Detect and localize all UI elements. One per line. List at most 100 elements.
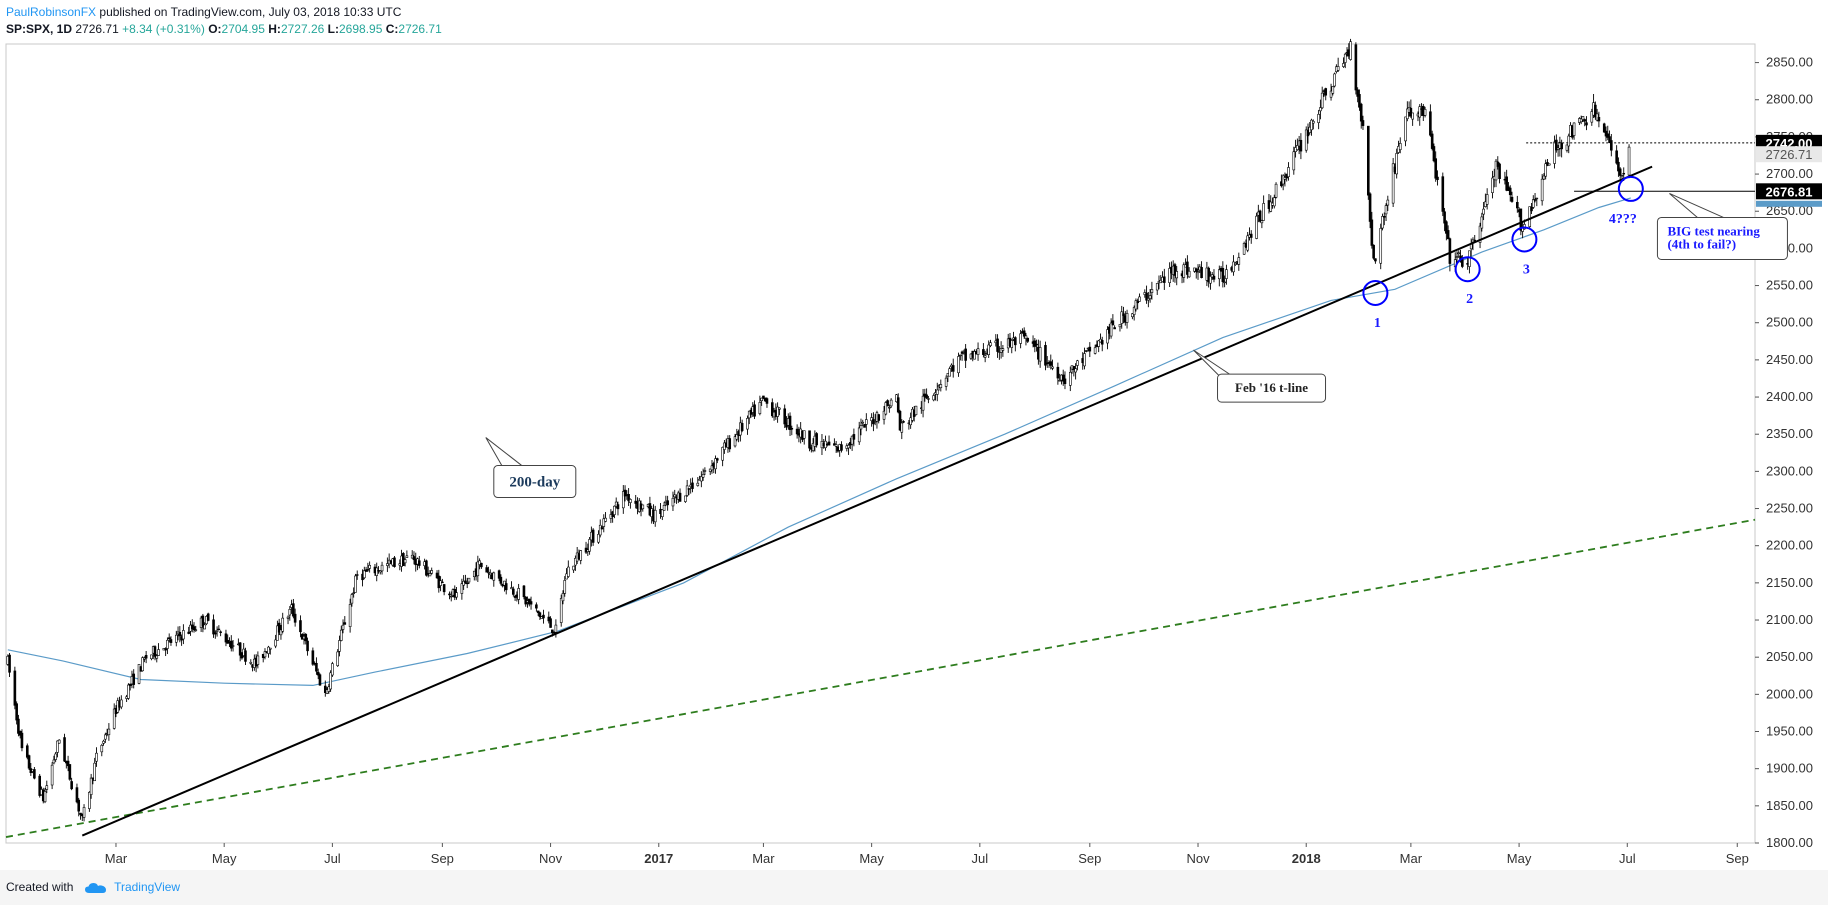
callout-pointer bbox=[485, 437, 523, 466]
candle-body bbox=[572, 565, 575, 571]
candle-body bbox=[1001, 348, 1005, 351]
candle-body bbox=[1136, 300, 1140, 304]
candle-body bbox=[435, 572, 439, 579]
candle-body bbox=[574, 558, 577, 566]
candle-body bbox=[1200, 267, 1203, 279]
ticker-symbol[interactable]: SP:SPX, 1D bbox=[6, 22, 73, 36]
x-tick-label: Sep bbox=[431, 851, 454, 866]
candle-body bbox=[733, 436, 737, 447]
candle-body bbox=[1122, 313, 1125, 317]
candle-body bbox=[1131, 313, 1134, 318]
candle-body bbox=[1299, 139, 1303, 152]
candle-body bbox=[1430, 133, 1434, 149]
candle-body bbox=[1051, 366, 1054, 369]
candle-body bbox=[476, 561, 480, 577]
candle-body bbox=[153, 646, 157, 657]
candle-body bbox=[412, 556, 416, 561]
x-tick-label: May bbox=[859, 851, 884, 866]
candle-body bbox=[1374, 258, 1377, 262]
candle-body bbox=[1572, 122, 1576, 136]
candle-body bbox=[765, 398, 769, 404]
candle-body bbox=[1242, 243, 1246, 255]
candle-body bbox=[430, 570, 434, 574]
callout-label: 200-day bbox=[509, 475, 560, 491]
candle-body bbox=[1320, 92, 1324, 109]
tradingview-link[interactable]: TradingView bbox=[114, 880, 181, 894]
candle-body bbox=[1528, 206, 1532, 227]
candle-body bbox=[790, 428, 794, 430]
candle-body bbox=[167, 637, 171, 639]
candle-body bbox=[1356, 89, 1359, 97]
ma-price-marker bbox=[1756, 200, 1822, 207]
candle-body bbox=[75, 787, 79, 803]
candle-body bbox=[629, 499, 632, 503]
candle-body bbox=[1510, 196, 1514, 202]
candle-body bbox=[666, 500, 669, 506]
candle-body bbox=[1145, 292, 1148, 301]
candle-body bbox=[17, 718, 20, 734]
candle-body bbox=[983, 355, 987, 358]
candle-body bbox=[1033, 340, 1037, 347]
candle-body bbox=[166, 639, 169, 649]
candle-body bbox=[802, 430, 806, 439]
candle-body bbox=[579, 550, 583, 561]
chart-header: PaulRobinsonFX published on TradingView.… bbox=[6, 4, 401, 20]
candle-body bbox=[1269, 201, 1273, 212]
callout-box bbox=[493, 465, 577, 499]
y-tick-label: 1950.00 bbox=[1766, 724, 1813, 739]
candle-body bbox=[194, 629, 198, 631]
x-tick-label: 2018 bbox=[1292, 851, 1321, 866]
candle-body bbox=[882, 410, 886, 420]
touch-point-label: 4??? bbox=[1609, 212, 1637, 227]
candle-body bbox=[1590, 111, 1594, 123]
candle-body bbox=[701, 474, 705, 478]
candle-body bbox=[1535, 197, 1539, 200]
candle-body bbox=[861, 421, 865, 424]
candle-body bbox=[229, 640, 233, 649]
candle-body bbox=[1391, 163, 1395, 204]
candle-body bbox=[710, 465, 714, 471]
candle-body bbox=[927, 398, 930, 400]
time-axis[interactable]: Mar May Jul Sep Nov 2017 Mar May Jul Sep Nov 2018 Ma… bbox=[105, 843, 1749, 866]
candle-body bbox=[770, 402, 774, 417]
candle-body bbox=[1622, 172, 1626, 175]
candle-body bbox=[616, 504, 620, 510]
candle-body bbox=[144, 655, 148, 659]
dashed-trendline bbox=[5, 518, 1756, 838]
candle-body bbox=[746, 418, 749, 430]
price-axis[interactable]: 1800.00 1850.00 1900.00 1950.00 2000.00 2050.… bbox=[1755, 55, 1822, 850]
candle-body bbox=[696, 482, 700, 486]
touch-point-circle bbox=[1454, 256, 1481, 283]
candle-body bbox=[25, 745, 29, 758]
author-link[interactable]: PaulRobinsonFX bbox=[6, 5, 97, 19]
candle-body bbox=[591, 529, 595, 543]
candle-body bbox=[1540, 178, 1544, 202]
candle-body bbox=[1209, 276, 1212, 284]
candle-body bbox=[1368, 193, 1372, 222]
candle-body bbox=[187, 631, 191, 634]
candle-body bbox=[306, 640, 309, 652]
ma200-series bbox=[7, 197, 1631, 687]
candle-body bbox=[224, 633, 228, 643]
y-tick-label: 1850.00 bbox=[1766, 798, 1813, 813]
candle-body bbox=[155, 655, 159, 659]
candle-body bbox=[762, 395, 765, 399]
candle-body bbox=[1287, 167, 1290, 178]
candle-body bbox=[1194, 268, 1198, 272]
candle-body bbox=[393, 557, 396, 567]
candle-body bbox=[510, 587, 513, 590]
ohlc-low: 2698.95 bbox=[339, 22, 383, 36]
candle-body bbox=[1579, 118, 1583, 123]
candle-body bbox=[104, 734, 107, 740]
candle-body bbox=[1026, 337, 1030, 342]
candle-body bbox=[1024, 335, 1028, 339]
candle-body bbox=[1602, 123, 1606, 133]
candle-body bbox=[760, 397, 763, 402]
touch-point-label: 2 bbox=[1466, 292, 1473, 307]
y-tick-label: 2800.00 bbox=[1766, 92, 1813, 107]
candle-body bbox=[1615, 150, 1618, 164]
candle-body bbox=[1533, 199, 1537, 201]
candle-body bbox=[100, 745, 104, 753]
ohlc-high-label: H: bbox=[268, 22, 281, 36]
